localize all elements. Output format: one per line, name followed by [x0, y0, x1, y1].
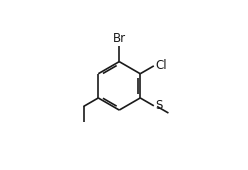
Text: Cl: Cl	[155, 59, 167, 72]
Text: Br: Br	[113, 32, 126, 45]
Text: S: S	[155, 99, 162, 112]
